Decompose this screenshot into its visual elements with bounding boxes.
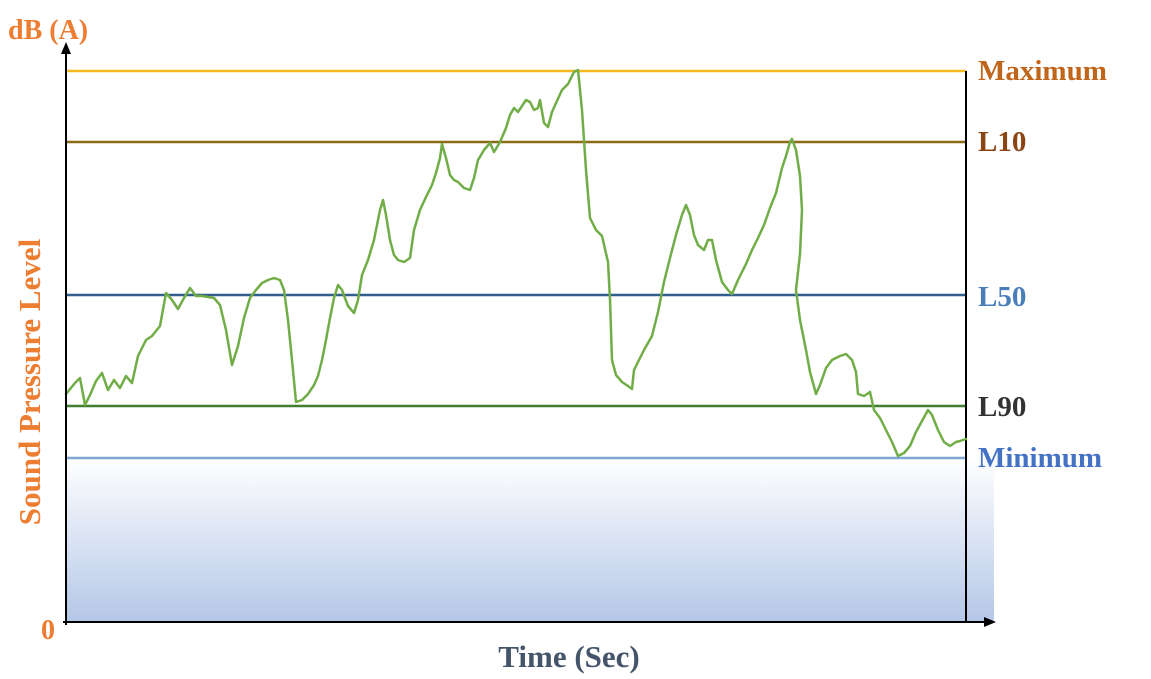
y-axis-title: Sound Pressure Level [12, 238, 47, 525]
below-minimum-fill [66, 458, 994, 622]
y-axis-arrow [61, 42, 71, 54]
maximum-label: Maximum [978, 55, 1107, 87]
sound-pressure-curve [64, 68, 968, 458]
y-unit-label: dB (A) [8, 15, 88, 46]
minimum-label: Minimum [978, 442, 1102, 474]
l50-label: L50 [978, 281, 1026, 313]
origin-label: 0 [41, 615, 55, 646]
l90-label: L90 [978, 391, 1026, 423]
x-axis-arrow [984, 617, 996, 627]
x-axis-title: Time (Sec) [498, 639, 639, 674]
l10-label: L10 [978, 126, 1026, 158]
